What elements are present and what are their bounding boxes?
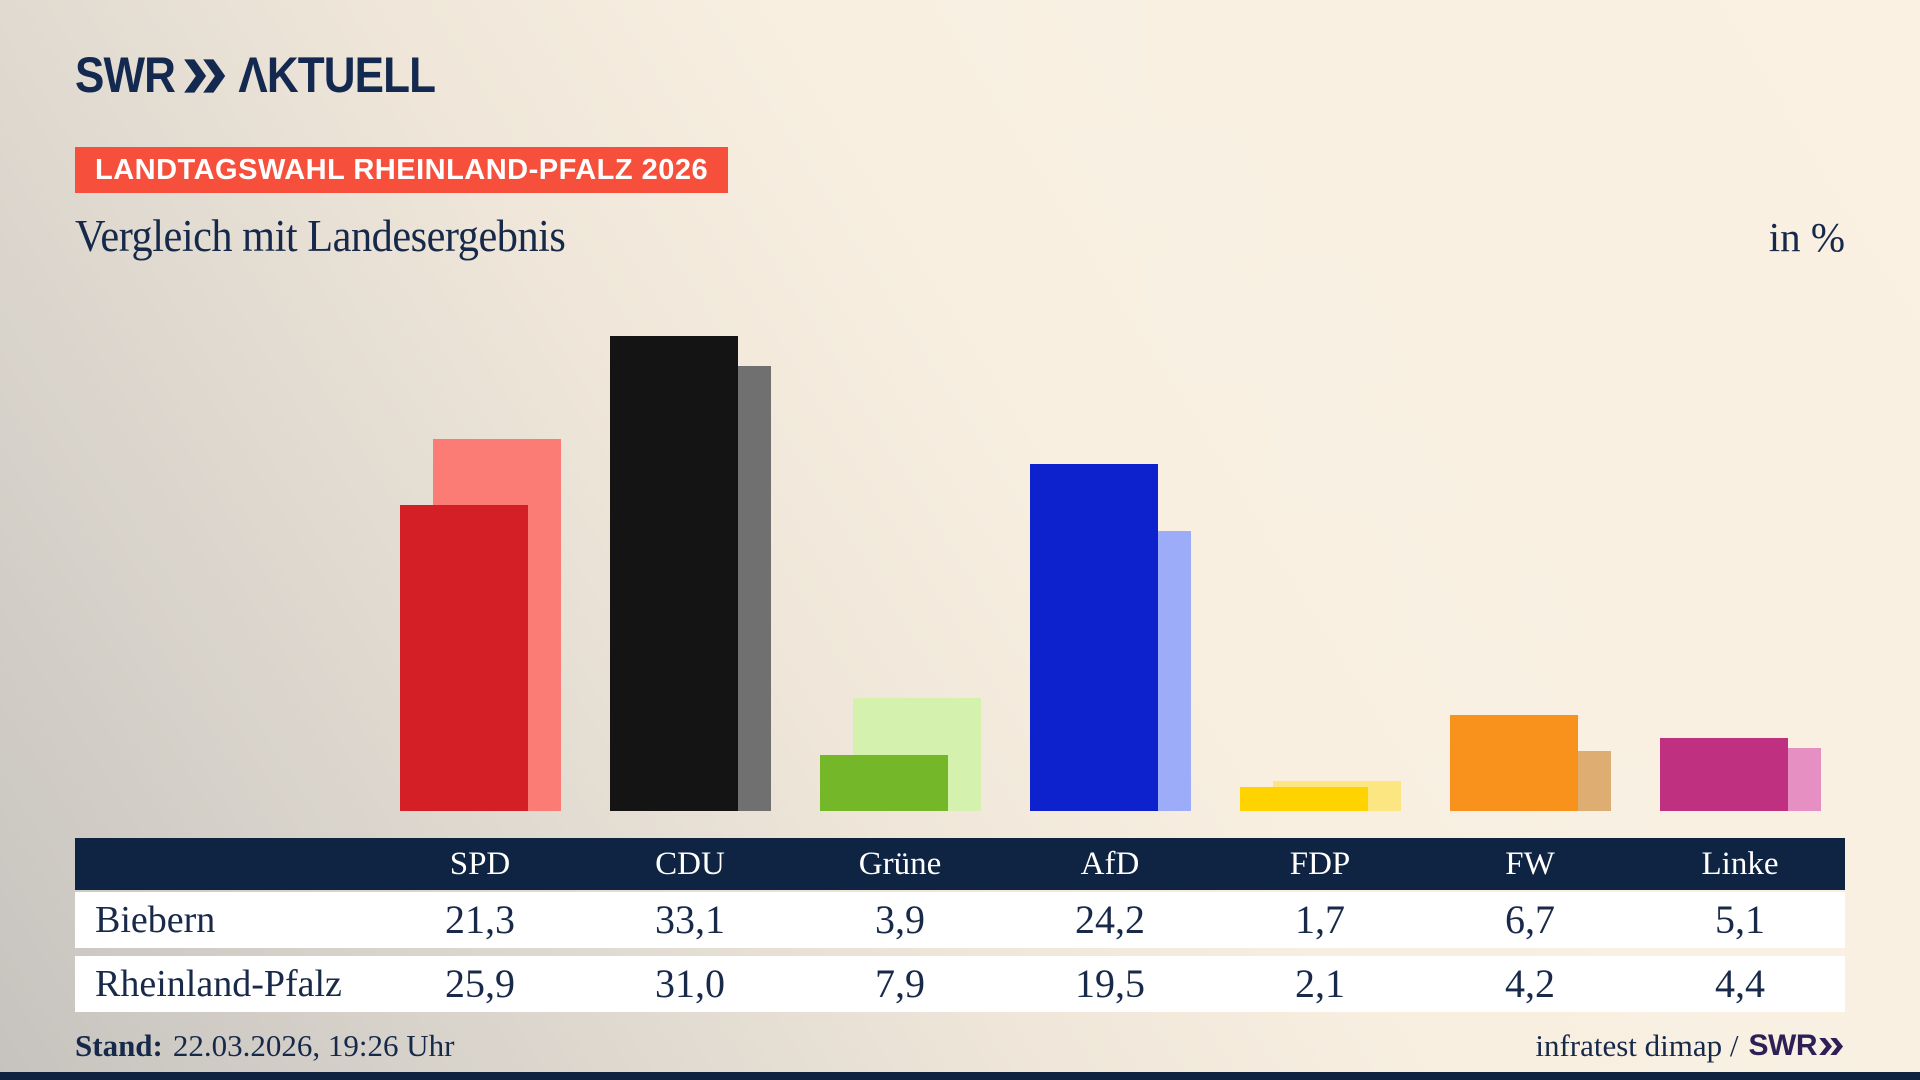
bar-biebern-gr-ne	[819, 755, 948, 811]
bar-biebern-fdp	[1239, 787, 1368, 811]
swr-aktuell-logo: SWR ΛKTUELL	[75, 47, 436, 103]
value-rheinland-pfalz-fw: 4,2	[1505, 961, 1555, 1006]
value-biebern-fdp: 1,7	[1295, 897, 1345, 942]
row-label-biebern: Biebern	[95, 899, 216, 941]
value-rheinland-pfalz-linke: 4,4	[1715, 961, 1765, 1006]
stand-label: Stand:	[75, 1028, 163, 1063]
election-badge-label: LANDTAGSWAHL RHEINLAND-PFALZ 2026	[95, 154, 709, 186]
bar-biebern-linke	[1659, 738, 1788, 811]
table-row-biebern: Biebern 21,3 33,1 3,9 24,2 1,7 6,7 5,1	[75, 892, 1845, 948]
bar-biebern-afd	[1029, 464, 1158, 811]
stand-value: 22.03.2026, 19:26 Uhr	[172, 1028, 455, 1063]
column-header-linke: Linke	[1701, 846, 1779, 882]
column-header-fw: FW	[1505, 846, 1555, 882]
value-biebern-linke: 5,1	[1715, 897, 1765, 942]
results-table: SPD CDU Grüne AfD FDP FW Linke Biebern 21,3 33,1…	[75, 838, 1845, 1012]
bar-biebern-spd	[399, 505, 528, 811]
source-line: infratest dimap / SWR	[1535, 1028, 1845, 1064]
source-brand-chevrons-icon	[1819, 1037, 1844, 1055]
election-badge: LANDTAGSWAHL RHEINLAND-PFALZ 2026	[75, 147, 729, 193]
value-biebern-spd: 21,3	[445, 897, 515, 942]
title-row: Vergleich mit Landesergebnis in %	[75, 210, 1845, 262]
bottom-bar	[0, 1072, 1920, 1080]
value-biebern-afd: 24,2	[1075, 897, 1145, 942]
row-label-rheinland-pfalz: Rheinland-Pfalz	[95, 963, 342, 1005]
column-header-spd: SPD	[449, 846, 511, 882]
bar-biebern-fw	[1449, 715, 1578, 811]
unit-label: in %	[1768, 214, 1845, 260]
status-line: Stand: 22.03.2026, 19:26 Uhr	[75, 1028, 454, 1064]
value-biebern-gr-ne: 3,9	[875, 897, 925, 942]
column-header-gr-ne: Grüne	[858, 846, 942, 882]
value-biebern-cdu: 33,1	[655, 897, 725, 942]
swr-chevrons-icon	[183, 59, 225, 93]
column-header-afd: AfD	[1080, 846, 1140, 882]
source-brand-wordmark: SWR	[1748, 1029, 1818, 1062]
value-rheinland-pfalz-gr-ne: 7,9	[875, 961, 925, 1006]
page-title: Vergleich mit Landesergebnis	[75, 211, 566, 261]
value-rheinland-pfalz-spd: 25,9	[445, 961, 515, 1006]
column-header-fdp: FDP	[1289, 846, 1351, 882]
table-row-rheinland-pfalz: Rheinland-Pfalz 25,9 31,0 7,9 19,5 2,1 4,2 4,4	[75, 956, 1845, 1012]
table-header: SPD CDU Grüne AfD FDP FW Linke	[75, 838, 1845, 890]
column-header-empty	[75, 838, 375, 890]
aktuell-wordmark: ΛKTUELL	[238, 47, 436, 103]
value-rheinland-pfalz-cdu: 31,0	[655, 961, 725, 1006]
value-biebern-fw: 6,7	[1505, 897, 1555, 942]
swr-wordmark: SWR	[75, 47, 176, 103]
source-text: infratest dimap /	[1535, 1028, 1739, 1063]
column-header-cdu: CDU	[655, 846, 725, 882]
bar-biebern-cdu	[609, 336, 738, 811]
value-rheinland-pfalz-fdp: 2,1	[1295, 961, 1345, 1006]
value-rheinland-pfalz-afd: 19,5	[1075, 961, 1145, 1006]
source-brand-logo: SWR	[1749, 1029, 1846, 1063]
